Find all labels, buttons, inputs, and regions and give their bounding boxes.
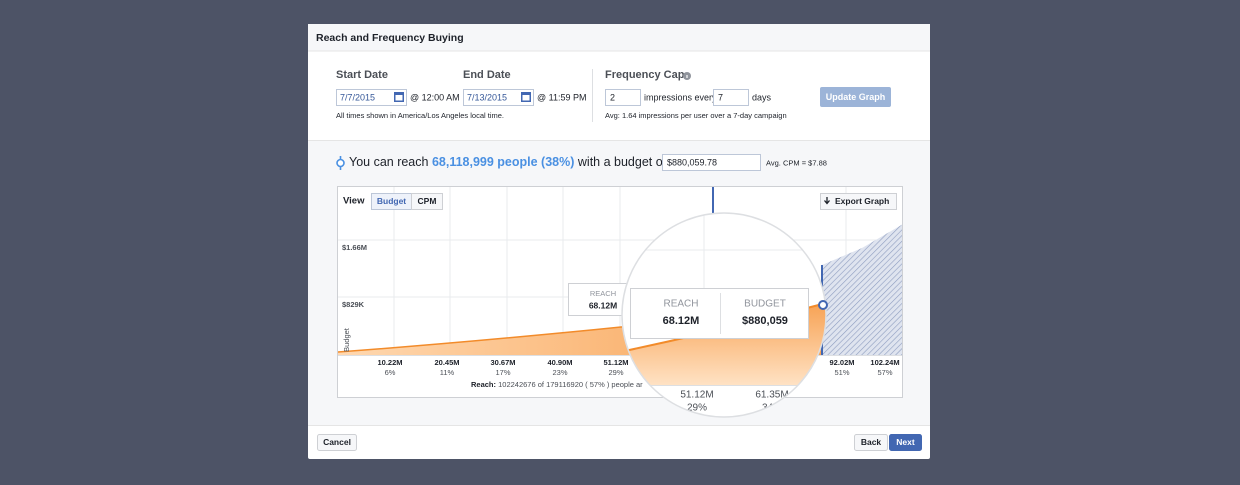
reach-sentence: You can reach 68,118,999 people (38%) wi…	[349, 155, 667, 169]
tooltip-value: 68.12M	[589, 300, 617, 310]
reach-prefix: You can reach	[349, 155, 429, 169]
x-label-reach: 40.90M	[547, 358, 572, 367]
end-date-value: 7/13/2015	[467, 92, 507, 102]
frequency-note: Avg: 1.64 impressions per user over a 7-…	[605, 111, 787, 120]
x-label-reach: 51.12M	[603, 358, 628, 367]
timezone-note: All times shown in America/Los Angeles l…	[336, 111, 504, 120]
reach-footer-text: 102242676 of 179116920 ( 57% ) people ar	[498, 380, 643, 389]
reach-value: 68,118,999 people (38%)	[432, 155, 574, 169]
tooltip	[568, 283, 627, 316]
unavailable-area	[822, 224, 902, 355]
days-text: days	[752, 92, 772, 102]
x-label-percent: 17%	[495, 368, 510, 377]
x-label-percent: 6%	[385, 368, 396, 377]
days-value: 7	[718, 92, 723, 102]
back-text: Back	[861, 437, 882, 447]
magnified-reach-value: 68.12M	[663, 315, 700, 327]
end-date-input[interactable]	[463, 89, 534, 106]
magnified-x-percent: 29%	[687, 403, 707, 414]
export-graph-button[interactable]	[820, 193, 897, 210]
update-graph-button[interactable]	[820, 87, 891, 107]
magnified-budget-label: BUDGET	[744, 299, 786, 310]
cancel-text: Cancel	[323, 437, 351, 447]
days-input[interactable]	[713, 89, 749, 106]
x-label-percent: 51%	[834, 368, 849, 377]
budget-value: $880,059.78	[667, 157, 717, 167]
x-label-percent: 57%	[877, 368, 892, 377]
start-date-value: 7/7/2015	[340, 92, 375, 102]
dialog-title: Reach and Frequency Buying	[316, 32, 464, 44]
y-label: $829K	[342, 300, 365, 309]
view-label: View	[343, 196, 365, 207]
end-date-label: End Date	[463, 69, 511, 81]
reach-footer-label: Reach:	[471, 380, 496, 389]
x-label-reach: 92.02M	[829, 358, 854, 367]
x-label-percent: 23%	[552, 368, 567, 377]
impressions-input[interactable]	[605, 89, 641, 106]
magnified-x-reach: 61.35M	[755, 390, 788, 401]
cpm-tab[interactable]	[411, 193, 443, 210]
tooltip-label: REACH	[590, 289, 616, 298]
export-graph-text: Export Graph	[835, 196, 889, 206]
y-label: $1.66M	[342, 243, 367, 252]
magnified-budget-value: $880,059	[742, 315, 788, 327]
impressions-value: 2	[610, 92, 615, 102]
cpm-tab-text: CPM	[418, 196, 437, 206]
y-axis-title: Budget	[342, 327, 351, 352]
x-label-reach: 20.45M	[434, 358, 459, 367]
selection-handle[interactable]	[818, 300, 828, 310]
update-graph-text: Update Graph	[826, 92, 886, 102]
magnified-reach-label: REACH	[663, 299, 698, 310]
avg-cpm: Avg. CPM = $7.88	[766, 158, 827, 167]
x-label-percent: 11%	[440, 368, 455, 377]
x-label-percent: 29%	[608, 368, 623, 377]
dialog-header	[308, 24, 930, 51]
magnified-tooltip	[630, 288, 809, 339]
x-label-reach: 30.67M	[490, 358, 515, 367]
magnified-x-reach: 51.12M	[680, 390, 713, 401]
end-time: @ 11:59 PM	[537, 92, 587, 102]
reach-footer: Reach: 102242676 of 179116920 ( 57% ) pe…	[471, 380, 643, 389]
back-button[interactable]	[854, 434, 888, 451]
budget-input[interactable]	[662, 154, 761, 171]
reach-icon	[336, 158, 345, 168]
frequency-cap-label: Frequency Cap	[605, 69, 685, 81]
next-button[interactable]	[889, 434, 922, 451]
next-text: Next	[896, 437, 915, 447]
budget-tab-text: Budget	[377, 196, 406, 206]
reach-middle: with a budget of	[577, 155, 667, 169]
x-label-reach: 102.24M	[870, 358, 899, 367]
start-time: @ 12:00 AM	[410, 92, 460, 102]
x-label-reach: 10.22M	[377, 358, 402, 367]
impressions-text: impressions every	[644, 92, 717, 102]
start-date-label: Start Date	[336, 69, 388, 81]
start-date-input[interactable]	[336, 89, 407, 106]
cancel-button[interactable]	[317, 434, 357, 451]
